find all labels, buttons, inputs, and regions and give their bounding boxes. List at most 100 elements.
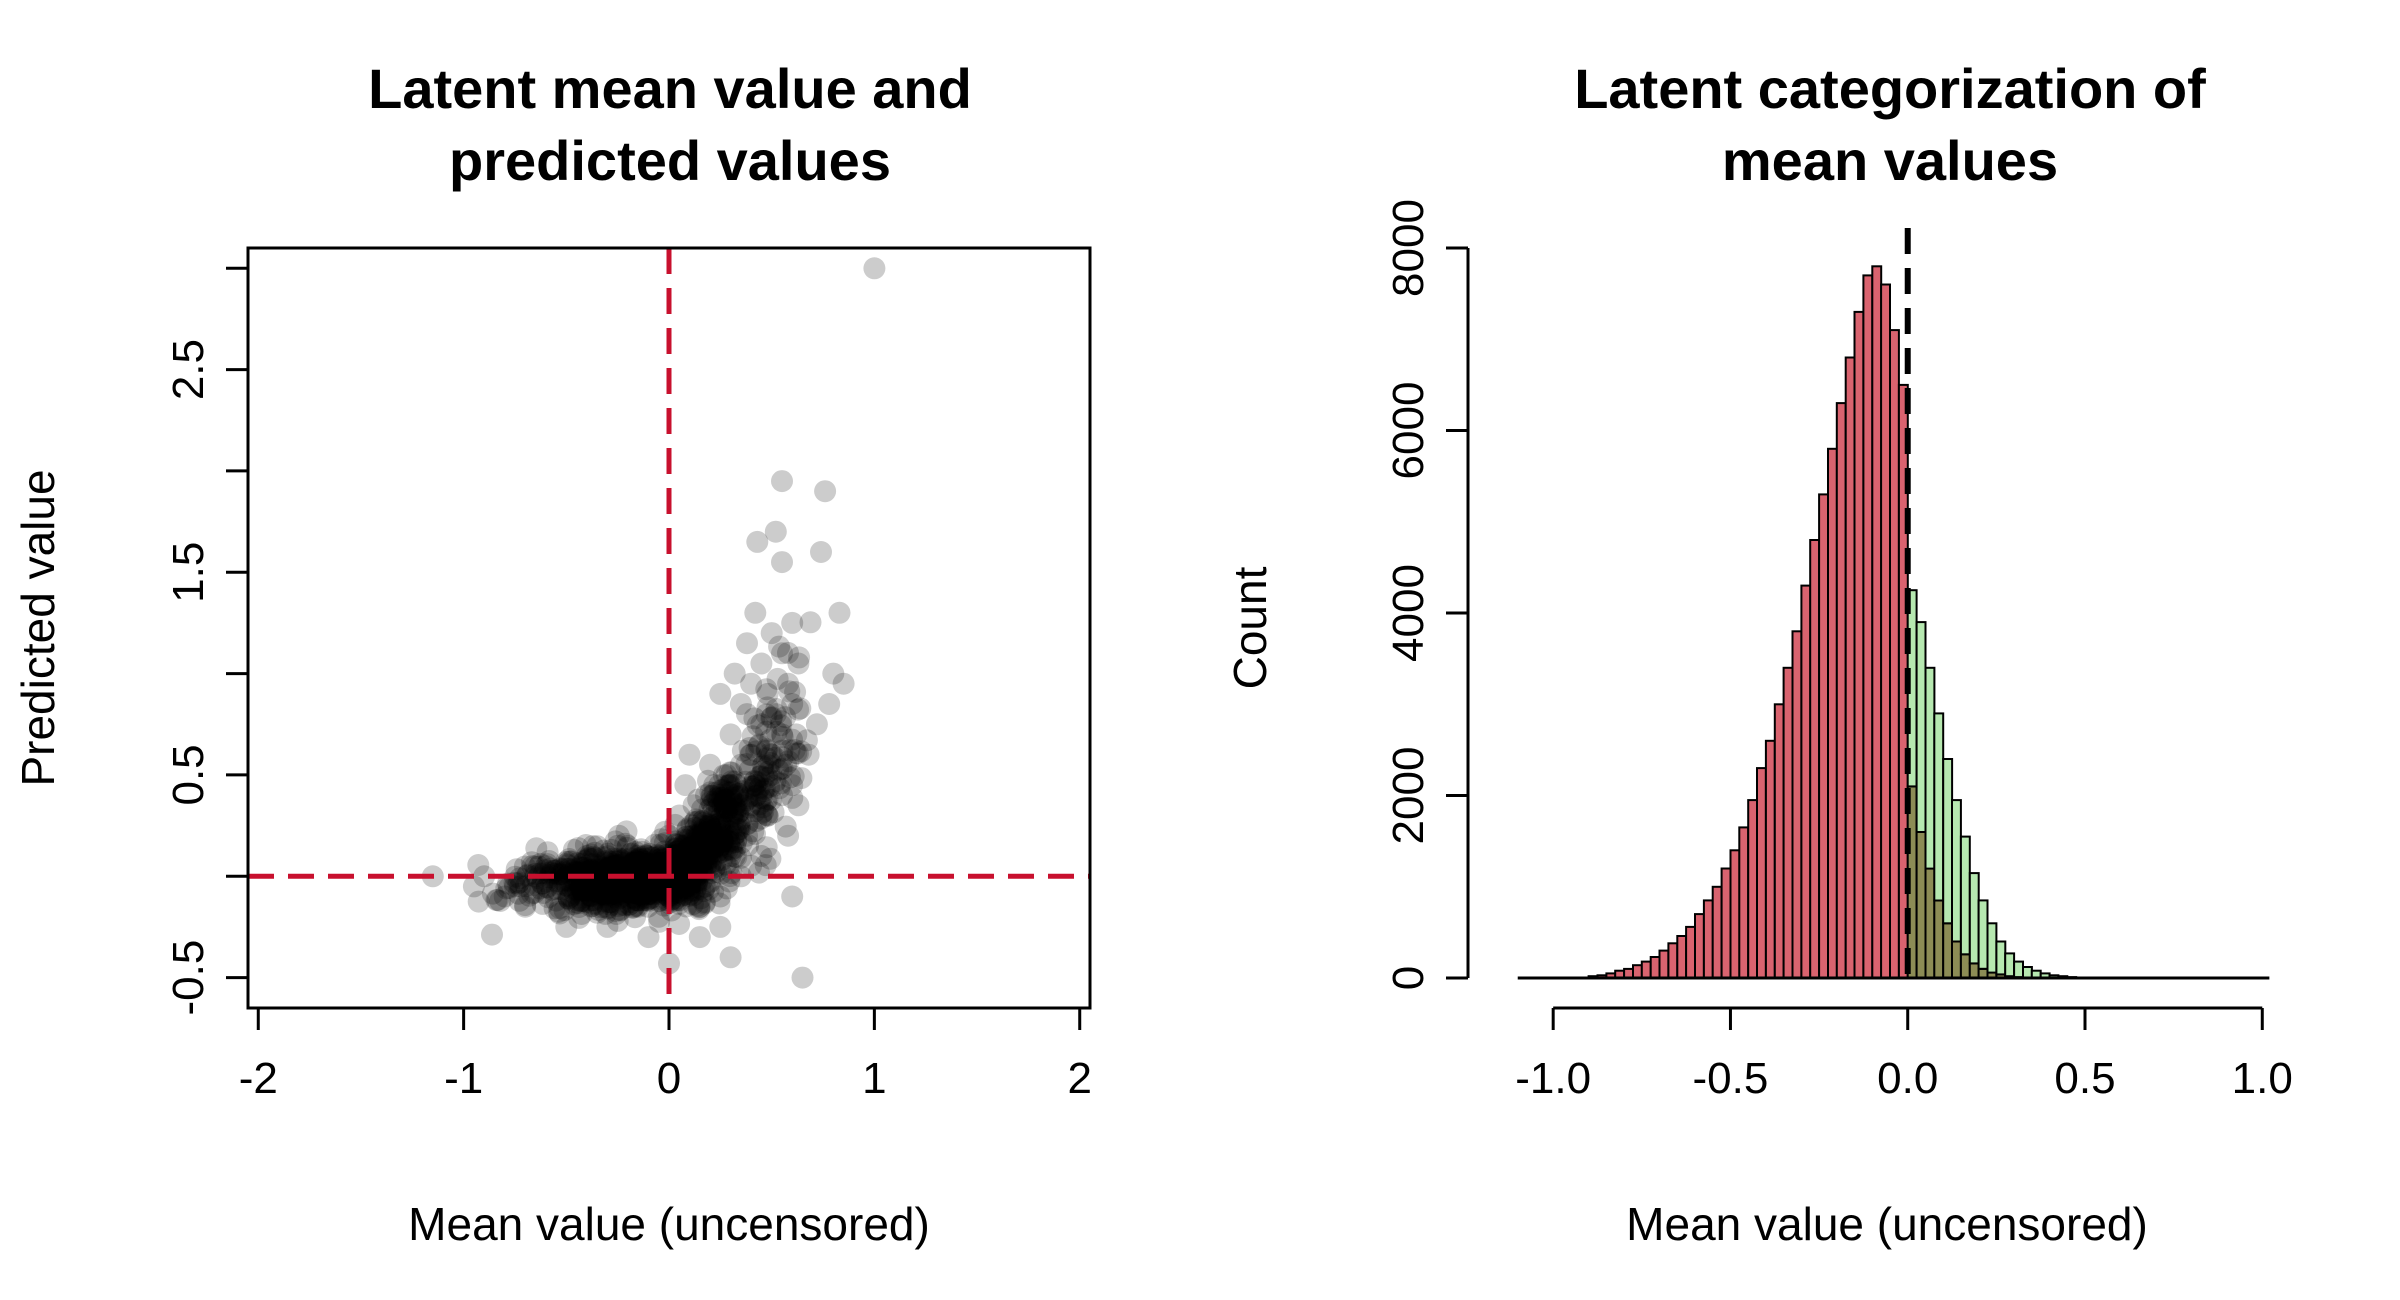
scatter-cloud-point (522, 874, 544, 897)
scatter-point (805, 713, 828, 736)
scatter-cloud-point (636, 874, 659, 897)
scatter-cloud-point (630, 838, 653, 861)
scatter-cloud-point (631, 845, 654, 868)
scatter-cloud-point (710, 827, 733, 850)
scatter-cloud-point (610, 877, 633, 900)
scatter-cloud-point (692, 833, 715, 856)
scatter-cloud-point (508, 889, 531, 912)
scatter-cloud-point (738, 758, 761, 781)
scatter-cloud-point (635, 854, 658, 876)
scatter-cloud-point (647, 852, 670, 875)
scatter-cloud-point (644, 833, 666, 856)
scatter-cloud-point (581, 835, 604, 858)
histogram-x-tick-label: 0.5 (2054, 1054, 2115, 1103)
scatter-point (719, 723, 742, 746)
scatter-cloud-point (628, 868, 651, 890)
scatter-cloud-point (747, 735, 770, 758)
histogram-bar-negative (1711, 885, 1723, 980)
scatter-cloud-point (680, 854, 703, 877)
scatter-point (606, 909, 629, 932)
scatter-cloud-point (687, 788, 710, 811)
scatter-cloud-point (608, 874, 631, 897)
scatter-cloud-point (693, 892, 716, 915)
scatter-cloud-point (788, 646, 811, 669)
scatter-cloud-point (675, 895, 698, 918)
scatter-cloud-point (709, 817, 732, 840)
scatter-cloud-point (682, 856, 705, 879)
scatter-cloud-point (725, 828, 748, 851)
scatter-cloud-point (689, 862, 712, 885)
scatter-cloud-point (591, 877, 614, 900)
scatter-cloud-point (597, 856, 620, 879)
scatter-cloud-point (691, 810, 714, 833)
scatter-cloud-point (649, 873, 672, 896)
scatter-cloud-point (589, 884, 612, 906)
scatter-cloud-point (584, 863, 607, 886)
scatter-cloud-point (556, 854, 579, 877)
scatter-cloud-point (712, 793, 735, 816)
scatter-cloud-point (706, 786, 729, 809)
scatter-cloud-point (570, 903, 593, 925)
scatter-cloud-point (717, 797, 740, 820)
scatter-cloud-point (623, 862, 646, 885)
scatter-cloud-point (593, 866, 616, 889)
scatter-point (723, 794, 746, 817)
scatter-cloud-point (579, 853, 602, 875)
scatter-point (818, 693, 841, 715)
scatter-cloud-point (704, 850, 727, 873)
scatter-cloud-point (692, 833, 715, 855)
scatter-cloud-point (621, 862, 644, 885)
histogram-bar-positive (2004, 952, 2016, 978)
scatter-cloud-point (759, 728, 782, 751)
scatter-cloud-point (746, 779, 769, 802)
scatter-cloud-point (548, 868, 571, 891)
scatter-cloud-point (679, 853, 702, 876)
scatter-cloud-point (531, 892, 554, 915)
scatter-cloud-point (609, 878, 632, 900)
scatter-cloud-point (696, 850, 719, 873)
scatter-cloud-point (674, 848, 697, 871)
scatter-point (719, 946, 742, 969)
histogram-bar-negative (1720, 867, 1732, 979)
scatter-cloud-point (727, 785, 749, 808)
scatter-cloud-point (774, 815, 797, 838)
scatter-cloud-point (671, 853, 694, 876)
scatter-cloud-point (628, 867, 651, 890)
scatter-cloud-point (741, 725, 764, 748)
scatter-cloud-point (669, 838, 692, 861)
scatter-cloud-point (671, 834, 694, 857)
scatter-cloud-point (720, 786, 743, 809)
scatter-point (668, 804, 691, 827)
scatter-cloud-point (694, 875, 717, 898)
scatter-point (771, 723, 793, 746)
scatter-cloud-point (711, 829, 734, 852)
scatter-point (703, 774, 726, 797)
scatter-cloud-point (728, 813, 751, 836)
scatter-cloud-point (717, 856, 740, 879)
scatter-cloud-point (683, 811, 706, 833)
scatter-cloud-point (536, 876, 559, 899)
scatter-cloud-point (712, 786, 735, 809)
scatter-cloud-point (624, 849, 647, 872)
scatter-cloud-point (638, 878, 661, 900)
scatter-cloud-point (588, 896, 611, 919)
scatter-cloud-point (606, 883, 629, 906)
scatter-cloud-point (504, 865, 527, 888)
scatter-cloud-point (701, 843, 723, 866)
scatter-cloud-point (548, 902, 571, 925)
scatter-cloud-point (697, 878, 720, 901)
scatter-cloud-point (738, 785, 761, 808)
scatter-cloud-point (675, 875, 698, 898)
scatter-cloud-point (633, 850, 656, 873)
scatter-point (750, 845, 773, 867)
scatter-cloud-point (708, 836, 731, 858)
scatter-cloud-point (621, 852, 644, 875)
scatter-cloud-point (749, 786, 772, 809)
scatter-cloud-point (677, 828, 700, 851)
scatter-cloud-point (718, 781, 741, 804)
scatter-cloud-point (607, 880, 630, 903)
scatter-cloud-point (682, 824, 705, 847)
scatter-cloud-point (750, 802, 773, 825)
scatter-cloud-point (707, 802, 730, 824)
